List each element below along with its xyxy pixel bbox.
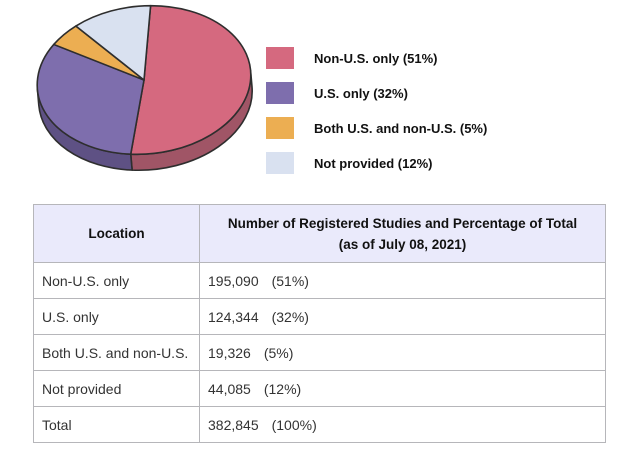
count-percentage: (100%) bbox=[271, 416, 317, 433]
pie-chart-section: Non-U.S. only (51%) U.S. only (32%) Both… bbox=[0, 0, 619, 195]
legend-swatch-non-us-only bbox=[266, 47, 294, 69]
legend-label: Non-U.S. only (51%) bbox=[314, 50, 438, 66]
cell-location: Not provided bbox=[33, 370, 200, 407]
cell-count: 124,344 (32%) bbox=[199, 298, 606, 335]
table-header-count-line2: (as of July 08, 2021) bbox=[338, 236, 467, 252]
legend-item-both-us-and-non-us: Both U.S. and non-U.S. (5%) bbox=[266, 117, 487, 139]
cell-location: Both U.S. and non-U.S. bbox=[33, 334, 200, 371]
count-value: 195,090 bbox=[208, 272, 259, 289]
table-row-total: Total 382,845 (100%) bbox=[33, 406, 606, 443]
legend-item-not-provided: Not provided (12%) bbox=[266, 152, 487, 174]
legend-item-non-us-only: Non-U.S. only (51%) bbox=[266, 47, 487, 69]
count-percentage: (51%) bbox=[271, 272, 309, 289]
count-percentage: (12%) bbox=[263, 380, 302, 397]
legend-swatch-both-us-and-non-us bbox=[266, 117, 294, 139]
count-value: 124,344 bbox=[208, 308, 259, 325]
legend: Non-U.S. only (51%) U.S. only (32%) Both… bbox=[266, 47, 487, 174]
legend-swatch-us-only bbox=[266, 82, 294, 104]
cell-location: Total bbox=[33, 406, 200, 443]
cell-count: 195,090 (51%) bbox=[199, 262, 606, 299]
cell-count: 44,085 (12%) bbox=[199, 370, 606, 407]
table-row-us-only: U.S. only 124,344 (32%) bbox=[33, 298, 606, 335]
table-header-location: Location bbox=[33, 204, 200, 263]
table-header-location-label: Location bbox=[88, 226, 145, 241]
count-value: 382,845 bbox=[208, 416, 259, 433]
cell-count: 382,845 (100%) bbox=[199, 406, 606, 443]
pie-chart bbox=[36, 4, 253, 172]
table-header-count: Number of Registered Studies and Percent… bbox=[199, 204, 606, 263]
count-percentage: (5%) bbox=[263, 344, 294, 361]
legend-label: U.S. only (32%) bbox=[314, 85, 408, 101]
legend-label: Not provided (12%) bbox=[314, 155, 433, 171]
table-header-count-line1: Number of Registered Studies and Percent… bbox=[227, 215, 578, 231]
table-row-non-us-only: Non-U.S. only 195,090 (51%) bbox=[33, 262, 606, 299]
count-percentage: (32%) bbox=[271, 308, 309, 325]
cell-count: 19,326 (5%) bbox=[199, 334, 606, 371]
legend-item-us-only: U.S. only (32%) bbox=[266, 82, 487, 104]
cell-location: U.S. only bbox=[33, 298, 200, 335]
table-row-both-us-and-non-us: Both U.S. and non-U.S. 19,326 (5%) bbox=[33, 334, 606, 371]
studies-table-wrap: Location Number of Registered Studies an… bbox=[33, 204, 619, 443]
count-value: 19,326 bbox=[208, 344, 251, 361]
studies-table: Location Number of Registered Studies an… bbox=[33, 204, 606, 443]
table-header-row: Location Number of Registered Studies an… bbox=[33, 204, 606, 263]
legend-swatch-not-provided bbox=[266, 152, 294, 174]
count-value: 44,085 bbox=[208, 380, 251, 397]
cell-location: Non-U.S. only bbox=[33, 262, 200, 299]
legend-label: Both U.S. and non-U.S. (5%) bbox=[314, 120, 488, 136]
table-row-not-provided: Not provided 44,085 (12%) bbox=[33, 370, 606, 407]
